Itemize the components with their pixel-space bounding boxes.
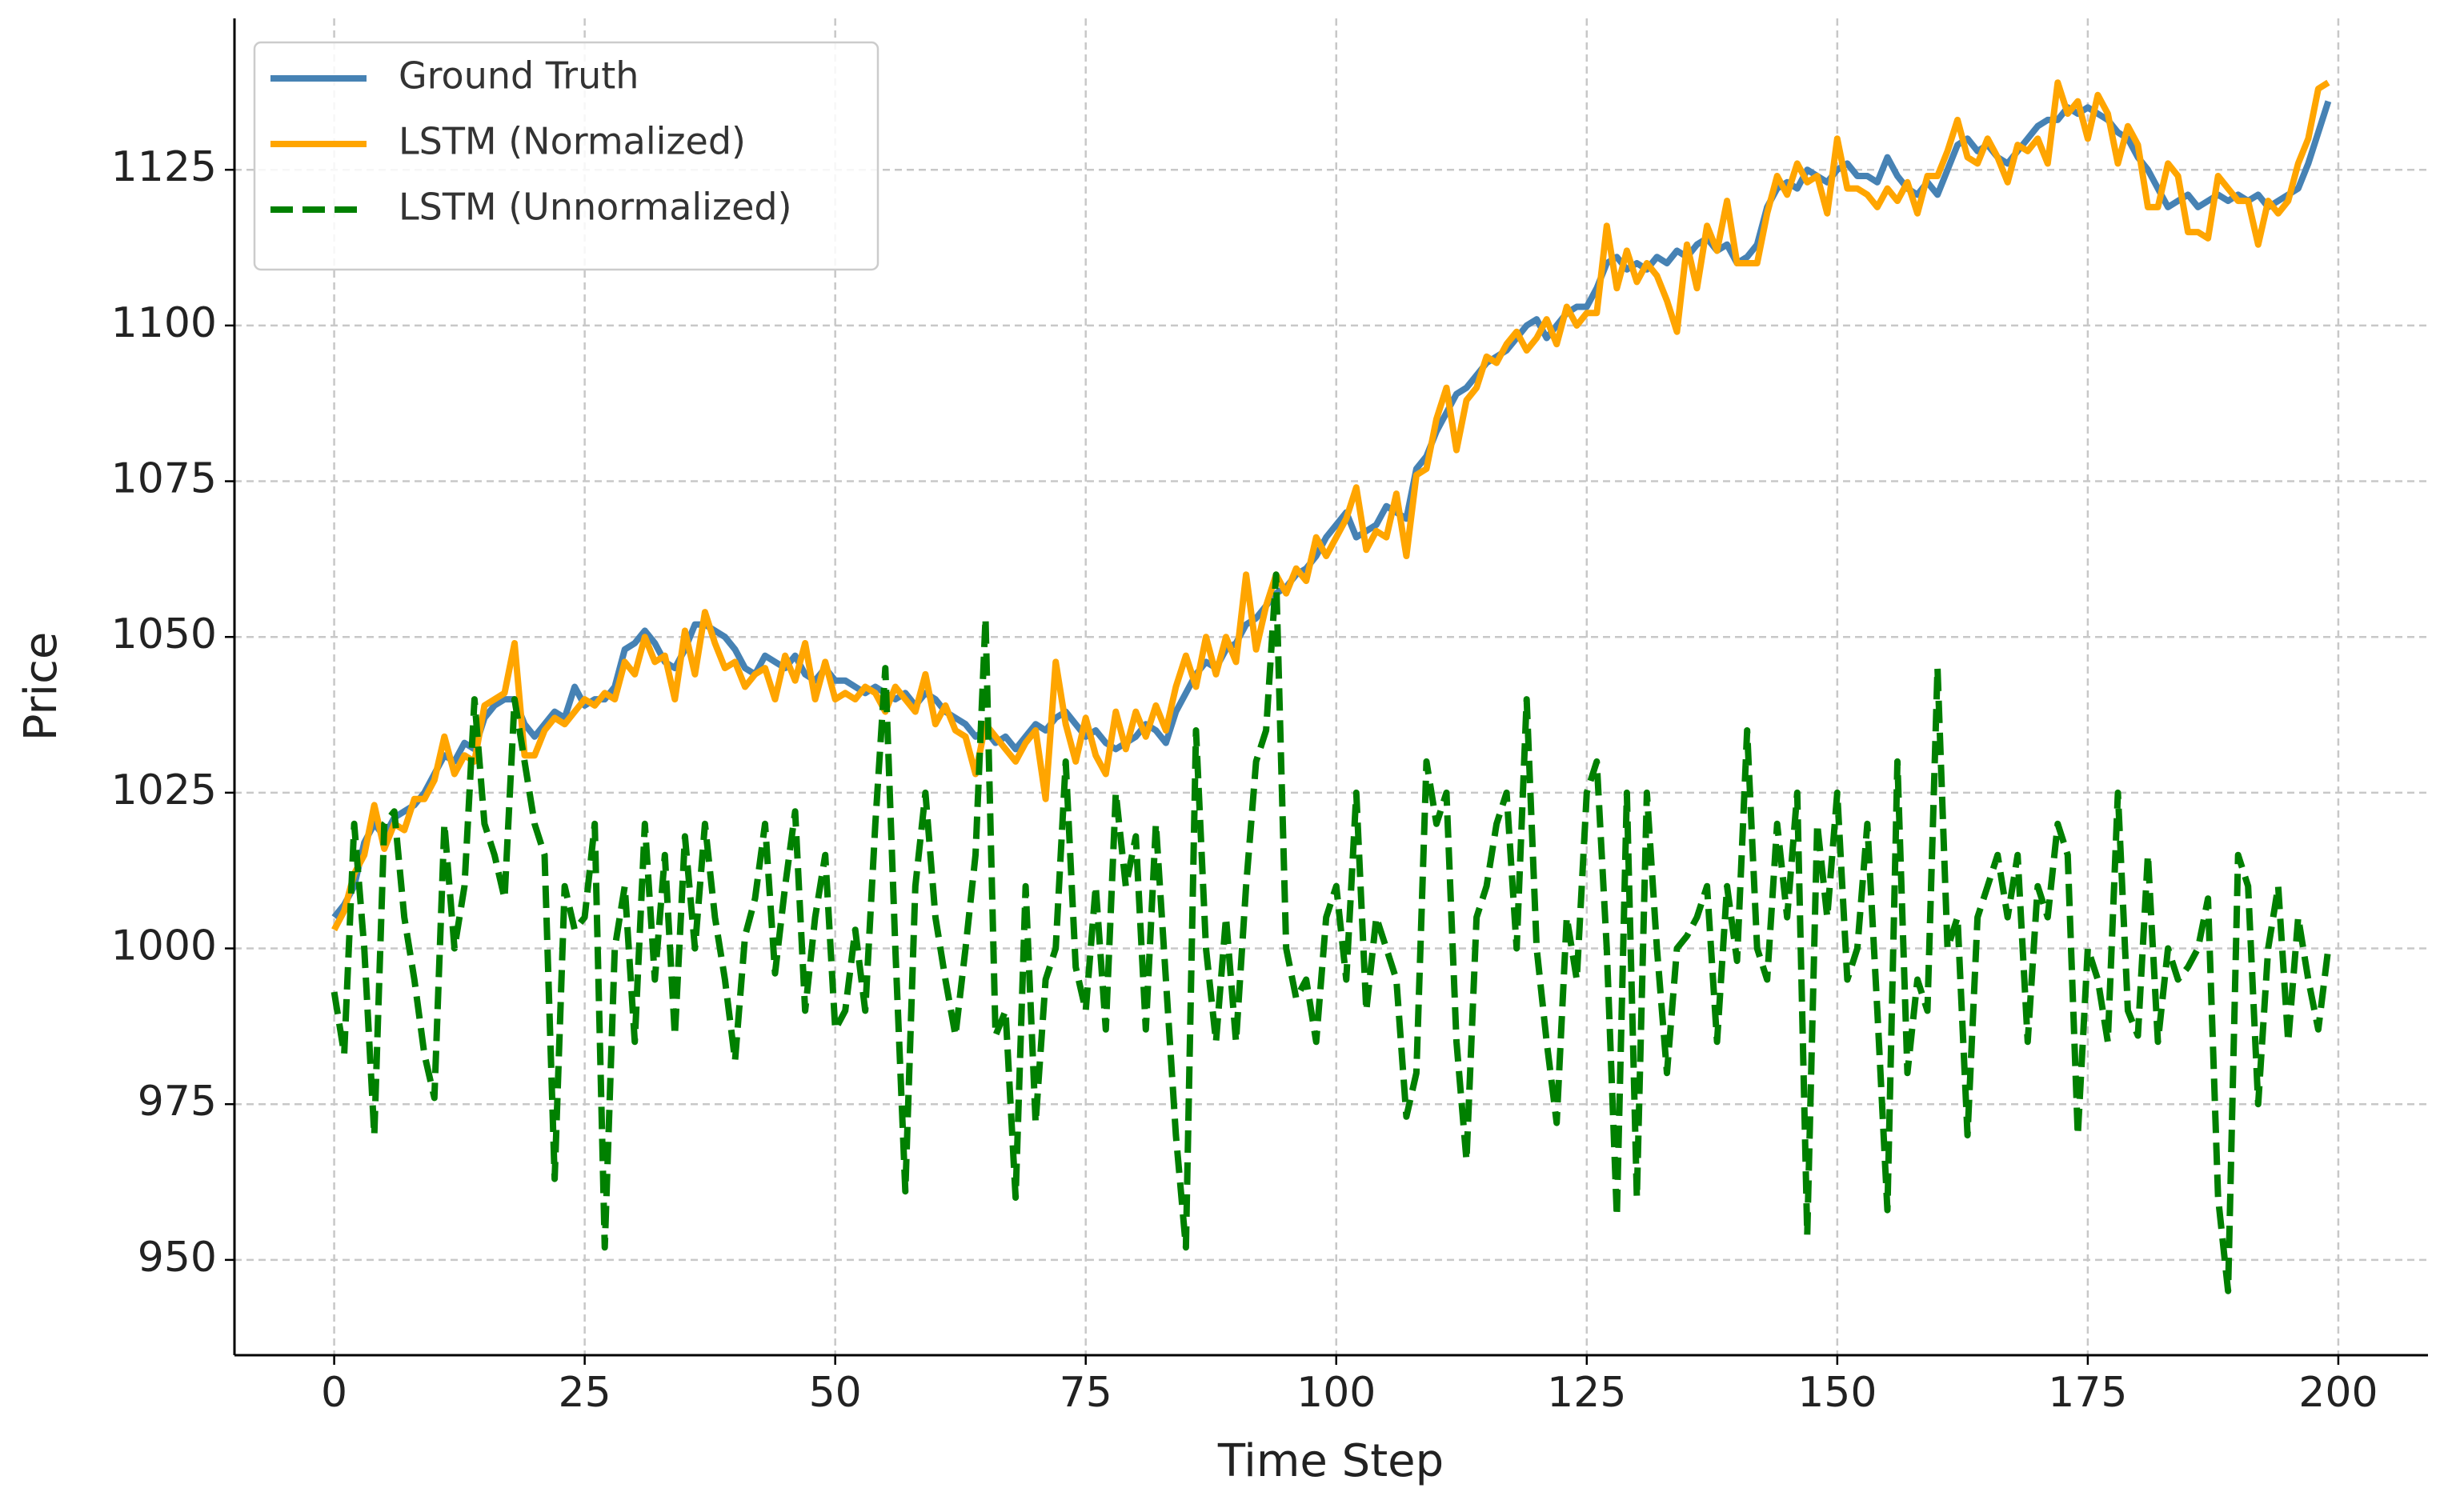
legend-label: LSTM (Normalized) <box>399 120 746 163</box>
y-tick-label: 950 <box>138 1234 217 1282</box>
series-line <box>331 79 2330 932</box>
y-tick-label: 1075 <box>111 455 217 503</box>
x-tick-label: 150 <box>1797 1369 1877 1417</box>
y-tick-label: 1025 <box>111 766 217 814</box>
x-tick-label: 75 <box>1060 1369 1112 1417</box>
x-tick-label: 100 <box>1296 1369 1376 1417</box>
y-tick-label: 1050 <box>111 610 217 658</box>
x-tick-label: 0 <box>321 1369 347 1417</box>
y-tick-label: 975 <box>138 1078 217 1126</box>
y-axis-label: Price <box>15 632 67 742</box>
legend-box <box>253 41 879 271</box>
x-tick-label: 25 <box>559 1369 611 1417</box>
series-line <box>331 571 2332 1294</box>
y-tick-label: 1125 <box>111 143 217 191</box>
legend-label: LSTM (Unnormalized) <box>399 186 792 229</box>
x-tick-label: 200 <box>2298 1369 2378 1417</box>
x-axis-label: Time Step <box>1217 1435 1444 1487</box>
x-tick-label: 175 <box>2048 1369 2127 1417</box>
plot-area: 950 975 1000 1025 1050 1075 1100 1125 0 25 50 75 100… <box>111 18 2428 1417</box>
y-tick-label: 1100 <box>111 299 217 347</box>
legend-label: Ground Truth <box>399 54 639 98</box>
legend: Ground Truth LSTM (Normalized) LSTM (Unnor… <box>253 41 879 271</box>
x-tick-label: 125 <box>1547 1369 1626 1417</box>
y-tick-label: 1000 <box>111 922 217 970</box>
x-tick-label: 50 <box>809 1369 862 1417</box>
